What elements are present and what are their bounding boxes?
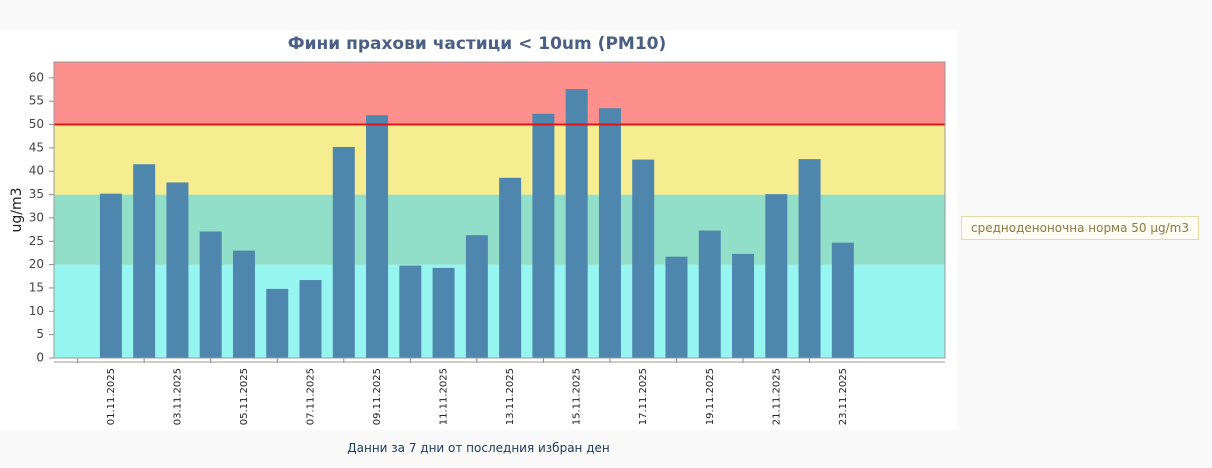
y-tick-label: 25 (29, 234, 44, 248)
bar (665, 256, 688, 358)
y-tick-label: 60 (29, 70, 44, 84)
bar (798, 159, 821, 358)
bar (133, 164, 156, 358)
bar (399, 265, 422, 358)
x-tick-label: 07.11.2025 (306, 368, 317, 425)
bar (465, 235, 488, 358)
bar (432, 267, 455, 358)
bar (565, 89, 588, 359)
y-tick-label: 30 (29, 210, 44, 224)
chart-title: Фини прахови частици < 10um (PM10) (288, 34, 667, 54)
bar (698, 230, 721, 358)
x-tick-label: 23.11.2025 (838, 368, 849, 425)
y-tick-label: 40 (29, 164, 44, 178)
x-tick-label: 15.11.2025 (572, 368, 583, 425)
y-tick-label: 35 (29, 187, 44, 201)
y-tick-label: 15 (29, 280, 44, 294)
chart: Фини прахови частици < 10um (PM10) ug/m3… (9, 34, 946, 425)
bar (598, 108, 621, 358)
plot-frame (53, 61, 946, 359)
bar (332, 146, 355, 358)
y-axis-label: ug/m3 (9, 187, 25, 232)
x-tick-label: 03.11.2025 (172, 368, 183, 425)
x-tick-label: 05.11.2025 (239, 368, 250, 425)
y-tick-label: 20 (29, 257, 44, 271)
bar (831, 242, 854, 358)
x-tick-label: 21.11.2025 (771, 368, 782, 425)
bar (499, 177, 522, 358)
x-tick-label: 19.11.2025 (705, 368, 716, 425)
x-tick-label: 13.11.2025 (505, 368, 516, 425)
x-tick-label: 01.11.2025 (106, 368, 117, 425)
bar (266, 288, 289, 358)
bar (366, 115, 389, 359)
bar (765, 194, 788, 358)
legend-note: средноденоночна норма 50 µg/m3 (961, 216, 1199, 240)
y-tick-label: 45 (29, 140, 44, 154)
x-tick-label: 09.11.2025 (372, 368, 383, 425)
footer-note: Данни за 7 дни от последния избран ден (347, 441, 610, 455)
bar (299, 280, 322, 358)
x-tick-label: 17.11.2025 (638, 368, 649, 425)
bar (732, 253, 755, 358)
x-tick-label: 11.11.2025 (439, 368, 450, 425)
bar (532, 113, 555, 359)
y-tick-label: 55 (29, 94, 44, 108)
band (54, 62, 945, 125)
y-tick-label: 0 (36, 351, 44, 365)
bar (166, 182, 189, 358)
bar (99, 193, 122, 358)
y-tick-label: 10 (29, 304, 44, 318)
y-tick-label: 50 (29, 117, 44, 131)
bar (199, 231, 222, 358)
bar (632, 159, 655, 358)
bar (232, 250, 255, 358)
y-tick-label: 5 (36, 327, 44, 341)
